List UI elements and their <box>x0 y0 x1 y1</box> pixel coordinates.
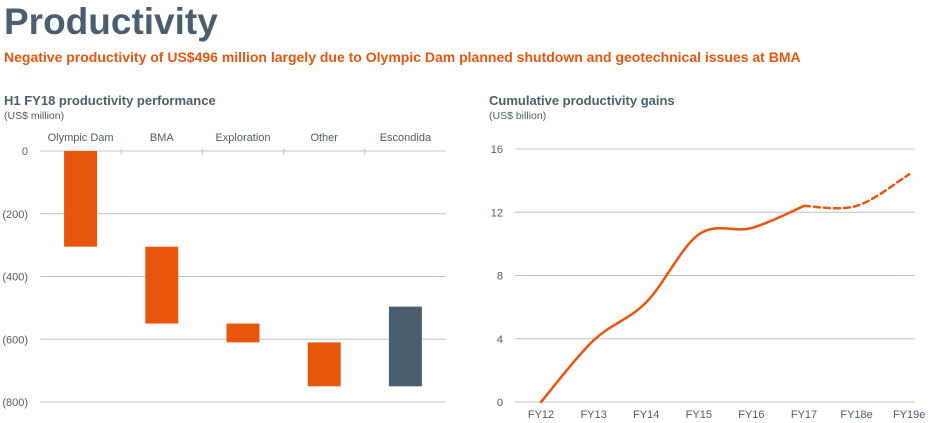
line-chart-x-tick-label: FY15 <box>686 409 712 421</box>
line-chart-y-tick-label: 0 <box>497 397 503 409</box>
line-chart-x-tick-label: FY16 <box>738 409 764 421</box>
waterfall-bar <box>145 246 179 324</box>
line-chart-x-tick-label: FY12 <box>528 409 554 421</box>
waterfall-y-tick-label: (800) <box>2 397 28 409</box>
line-chart-series-actual <box>539 204 806 404</box>
line-chart-x-tick-label: FY14 <box>633 409 659 421</box>
waterfall-y-tick-label: 0 <box>22 146 28 158</box>
waterfall-category-label: Olympic Dam <box>48 132 114 144</box>
line-chart-x-tick-label: FY19e <box>893 409 925 421</box>
waterfall-y-tick-label: (400) <box>2 272 28 284</box>
line-chart-y-tick-label: 8 <box>497 271 503 283</box>
waterfall-chart-unit: (US$ million) <box>4 110 65 122</box>
waterfall-bar <box>64 151 98 247</box>
line-chart-title: Cumulative productivity gains <box>489 93 675 108</box>
line-chart-y-tick-label: 4 <box>497 334 503 346</box>
waterfall-category-label: Exploration <box>215 132 270 144</box>
waterfall-category-label: Escondida <box>380 132 432 144</box>
waterfall-bar <box>307 342 341 387</box>
waterfall-y-tick-label: (600) <box>2 334 28 346</box>
waterfall-bar <box>388 306 422 387</box>
line-chart-x-tick-label: FY18e <box>840 409 872 421</box>
waterfall-category-label: Other <box>310 132 338 144</box>
waterfall-chart-title: H1 FY18 productivity performance <box>4 93 216 108</box>
waterfall-y-tick-label: (200) <box>2 209 28 221</box>
page-title: Productivity <box>4 1 218 42</box>
line-chart-x-tick-label: FY17 <box>791 409 817 421</box>
waterfall-bar <box>226 323 260 343</box>
line-chart-y-tick-label: 12 <box>491 207 503 219</box>
line-chart-unit: (US$ billion) <box>489 110 547 122</box>
line-chart-series-forecast <box>802 173 911 210</box>
page-subtitle: Negative productivity of US$496 million … <box>4 49 801 65</box>
line-chart-x-tick-label: FY13 <box>580 409 606 421</box>
line-chart-y-tick-label: 16 <box>491 144 503 156</box>
waterfall-category-label: BMA <box>150 132 175 144</box>
